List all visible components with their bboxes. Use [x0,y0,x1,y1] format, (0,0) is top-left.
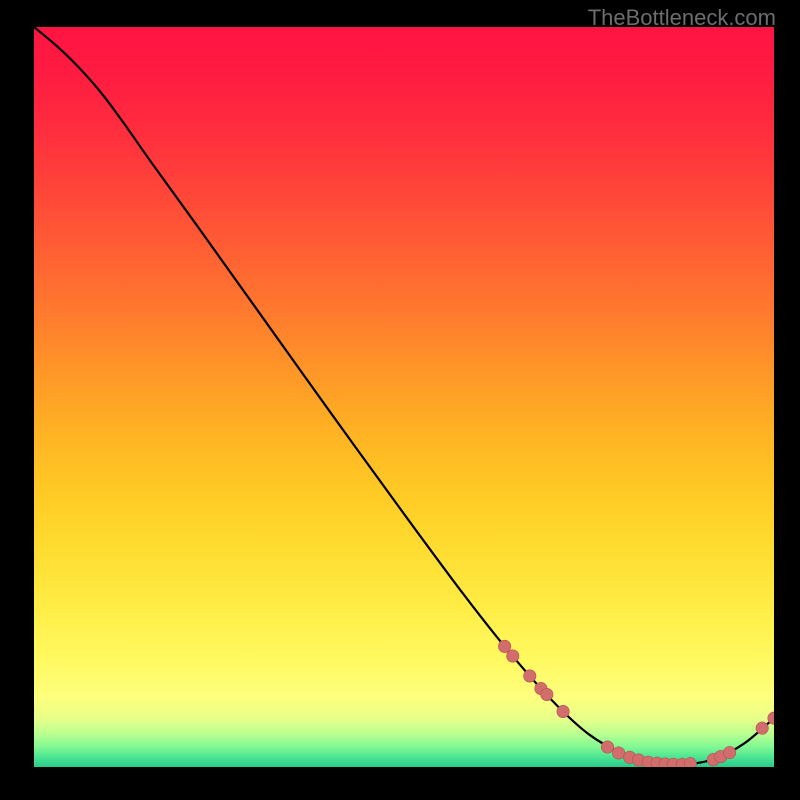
data-marker [601,741,613,753]
watermark-text: TheBottleneck.com [588,5,776,31]
data-marker [557,705,569,717]
data-marker [541,688,553,700]
data-marker [684,757,696,767]
plot-area [34,27,774,767]
chart-stage: TheBottleneck.com [0,0,800,800]
data-marker [507,650,519,662]
data-marker [524,670,536,682]
data-marker [723,746,735,758]
bottleneck-curve [34,27,774,765]
data-marker [756,722,768,734]
data-marker [612,747,624,759]
data-marker [498,640,510,652]
chart-overlay [34,27,774,767]
